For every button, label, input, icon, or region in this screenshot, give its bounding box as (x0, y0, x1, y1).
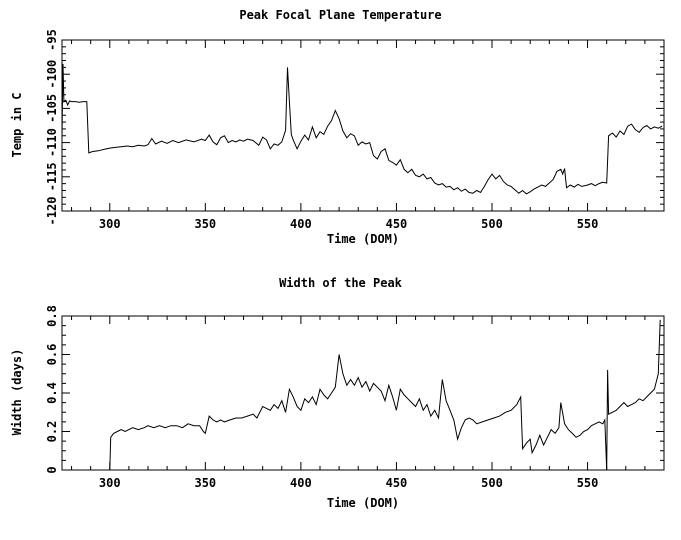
svg-text:0.4: 0.4 (45, 382, 59, 404)
svg-text:0.2: 0.2 (45, 421, 59, 443)
temp-chart-canvas: 300 350 400 450 500 550 -120 -115 -110 -105 -100 -9… (45, 29, 665, 231)
svg-text:-110: -110 (45, 128, 59, 157)
svg-text:0: 0 (45, 466, 59, 473)
width-chart-title: Width of the Peak (279, 276, 402, 290)
svg-text:350: 350 (194, 476, 216, 490)
svg-text:0.8: 0.8 (45, 305, 59, 327)
svg-text:550: 550 (577, 217, 599, 231)
svg-text:-105: -105 (45, 94, 59, 123)
svg-text:-95: -95 (45, 29, 59, 51)
svg-text:350: 350 (194, 217, 216, 231)
temp-chart-x-axis-label: Time (DOM) (326, 232, 400, 246)
svg-text:400: 400 (290, 217, 312, 231)
svg-text:400: 400 (290, 476, 312, 490)
temp-chart-title: Peak Focal Plane Temperature (239, 8, 442, 22)
svg-text:450: 450 (386, 217, 408, 231)
width-chart-canvas: 300 350 400 450 500 550 0 0.2 0.4 0.6 0.8 (45, 305, 665, 490)
svg-text:500: 500 (481, 476, 503, 490)
svg-text:550: 550 (577, 476, 599, 490)
svg-text:-100: -100 (45, 60, 59, 89)
width-chart-x-axis-label: Time (DOM) (326, 496, 400, 510)
svg-text:500: 500 (481, 217, 503, 231)
temp-chart: Peak Focal Plane Temperature Temp in C 3… (10, 8, 665, 246)
svg-text:0.6: 0.6 (45, 344, 59, 366)
svg-text:300: 300 (99, 476, 121, 490)
svg-text:-120: -120 (45, 197, 59, 226)
svg-text:-115: -115 (45, 162, 59, 191)
svg-text:300: 300 (99, 217, 121, 231)
svg-text:450: 450 (386, 476, 408, 490)
width-chart: Width of the Peak Width (days) 300 350 400… (0, 270, 681, 540)
